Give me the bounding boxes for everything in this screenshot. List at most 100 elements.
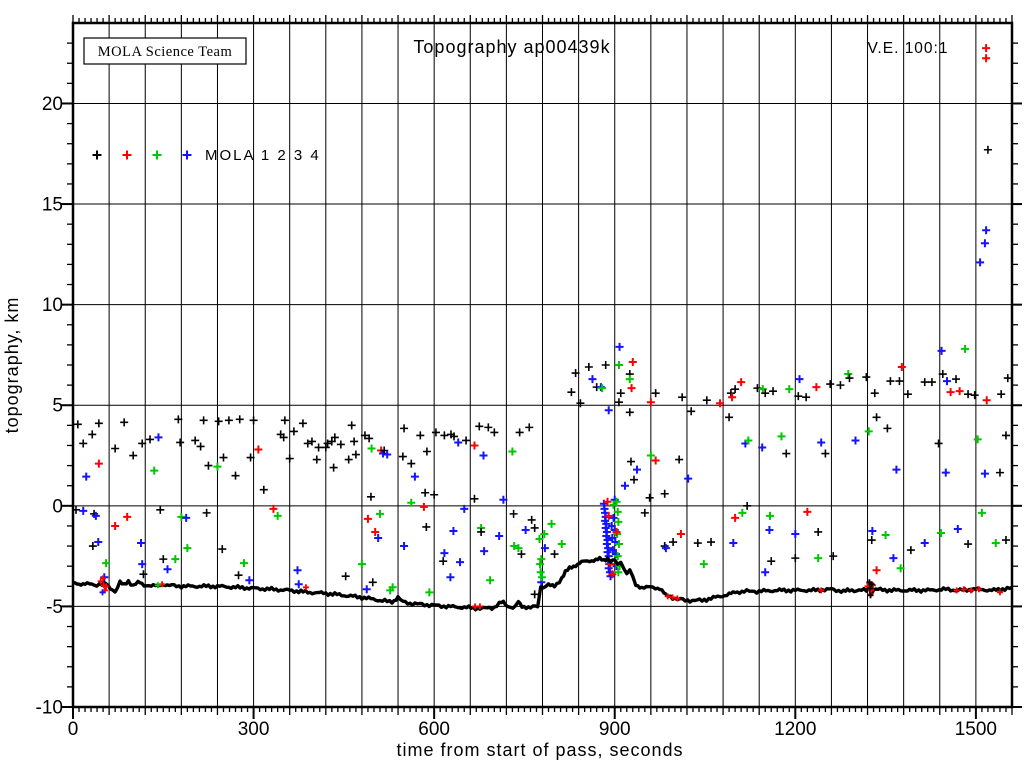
scatter-point	[224, 416, 233, 425]
scatter-point	[550, 550, 559, 559]
scatter-point	[202, 508, 211, 517]
scatter-point	[897, 363, 906, 372]
scatter-point	[614, 361, 623, 369]
scatter-point	[614, 517, 623, 526]
scatter-point	[73, 420, 82, 429]
y-tick-label: 5	[52, 396, 63, 417]
scatter-point	[576, 399, 585, 408]
scatter-point	[955, 387, 964, 396]
scatter-point	[761, 389, 770, 398]
scatter-point	[598, 384, 607, 393]
scatter-point	[329, 463, 338, 472]
scatter-point	[120, 418, 129, 427]
scatter-point	[609, 513, 618, 522]
track-overplot-point	[103, 583, 110, 590]
track-overplot-point	[953, 587, 960, 594]
scatter-point	[508, 447, 517, 456]
x-tick-label: 0	[68, 719, 79, 740]
scatter-point	[920, 378, 929, 387]
scatter-point	[829, 552, 838, 561]
scatter-point	[249, 416, 258, 425]
scatter-point	[614, 398, 623, 407]
scatter-point	[627, 384, 636, 393]
scatter-point	[495, 532, 504, 540]
scatter-point	[294, 580, 303, 589]
scatter-point	[964, 540, 973, 549]
scatter-point	[477, 527, 486, 536]
track-overplot-point	[818, 587, 825, 594]
scatter-point	[614, 540, 623, 549]
scatter-point	[614, 568, 623, 577]
scatter-point	[942, 377, 951, 386]
scatter-point	[669, 538, 678, 547]
track-overplot-point	[159, 581, 166, 588]
scatter-point	[321, 443, 330, 452]
scatter-point	[903, 390, 912, 399]
scatter-point	[728, 393, 737, 402]
track-overplot-point	[867, 592, 874, 599]
scatter-point	[293, 566, 302, 575]
scatter-point	[603, 548, 612, 557]
scatter-point	[753, 384, 762, 393]
scatter-point	[362, 585, 371, 594]
scatter-point	[357, 560, 366, 569]
scatter-point	[341, 572, 350, 581]
scatter-point	[602, 532, 611, 540]
scatter-point	[982, 396, 991, 405]
scatter-point	[604, 511, 613, 520]
tick-labels: 0 300 600 900 1200 1500 -10 -5 0 5 10 15 20	[36, 94, 997, 740]
y-tick-label: 20	[42, 94, 63, 115]
scatter-point	[571, 369, 580, 378]
scatter-point	[446, 573, 455, 582]
scatter-point	[938, 370, 947, 379]
scatter-point	[961, 344, 970, 353]
scatter-point	[777, 432, 786, 441]
scatter-point	[803, 507, 812, 516]
scatter-point	[812, 383, 821, 392]
scatter-point	[625, 375, 634, 384]
scatter-point	[365, 434, 374, 443]
x-tick-label: 1200	[774, 719, 816, 740]
scatter-point	[383, 450, 392, 459]
scatter-point	[660, 489, 669, 498]
scatter-point	[460, 504, 469, 513]
scatter-point	[156, 505, 165, 514]
scatter-point	[480, 547, 489, 556]
science-team-badge-box	[83, 37, 247, 65]
legend-marker	[122, 150, 132, 160]
x-axis-label: time from start of pass, seconds	[396, 740, 683, 760]
track-overplot-point	[960, 586, 967, 593]
scatter-point	[864, 427, 873, 436]
scatter-point	[269, 504, 278, 513]
scatter-point	[603, 497, 612, 506]
track-overplot-point	[302, 584, 309, 591]
scatter-point	[1001, 431, 1010, 440]
scatter-point	[844, 370, 853, 379]
scatter-point	[171, 555, 180, 564]
scatter-point	[431, 428, 440, 437]
scatter-point	[629, 475, 638, 484]
scatter-point	[462, 436, 471, 445]
scatter-point	[380, 446, 389, 455]
scatter-point	[439, 557, 448, 566]
scatter-point	[490, 428, 499, 437]
scatter-point	[936, 528, 945, 537]
scatter-point	[547, 519, 556, 528]
scatter-point	[509, 509, 518, 518]
vertical-exaggeration-label: V.E. 100:1	[868, 40, 949, 57]
scatter-point	[449, 526, 458, 535]
scatter-point	[137, 539, 146, 548]
scatter-point	[952, 375, 961, 384]
scatter-point	[976, 258, 985, 267]
scatter-point	[609, 500, 618, 509]
scatter-point	[536, 560, 545, 569]
scatter-point	[980, 469, 989, 478]
scatter-point	[601, 523, 610, 532]
plot-border	[71, 21, 1014, 709]
scatter-point	[440, 549, 449, 558]
scatter-point	[661, 544, 670, 553]
scatter-point	[785, 385, 794, 394]
scatter-point	[174, 415, 183, 424]
